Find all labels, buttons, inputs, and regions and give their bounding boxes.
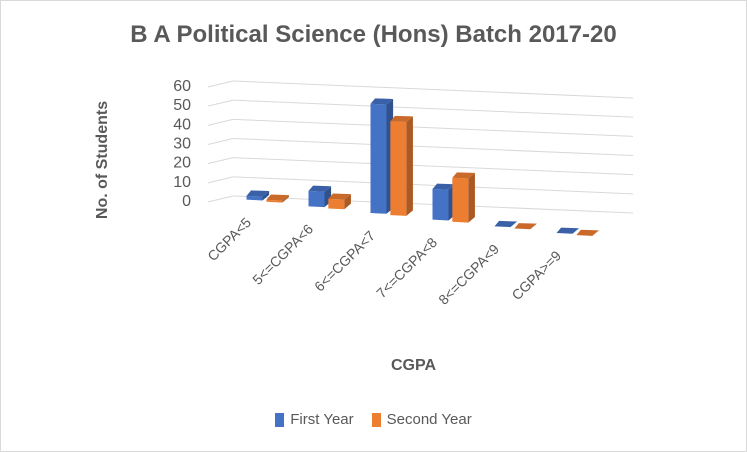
- bar-front-1-2: [390, 121, 407, 216]
- gridline: [232, 118, 634, 137]
- gridline: [232, 138, 634, 156]
- bar-front-1-0: [266, 199, 283, 203]
- bar-top-0-0: [246, 190, 270, 197]
- y-tick-label: 50: [173, 97, 191, 114]
- bar-front-1-3: [452, 177, 469, 223]
- bar-front-0-3: [432, 189, 449, 221]
- x-tick-label: 7<=CGPA<8: [373, 234, 440, 301]
- gridline: [232, 176, 634, 195]
- bar-top-0-5: [556, 227, 580, 234]
- bar-top-1-4: [514, 223, 537, 230]
- gridline-side: [207, 99, 234, 107]
- bar-front-1-1: [328, 198, 345, 210]
- legend-swatch-second-year: [371, 412, 381, 427]
- y-tick-label: 60: [173, 78, 191, 95]
- bar-top-0-3: [432, 183, 456, 190]
- gridline: [232, 99, 634, 118]
- gridline-side: [207, 138, 234, 145]
- legend-item-first-year: First Year: [275, 411, 354, 428]
- bar-front-0-1: [308, 191, 325, 208]
- y-tick-label: 10: [173, 174, 191, 191]
- bar-top-1-1: [328, 193, 351, 200]
- x-tick-label: CGPA>=9: [508, 247, 564, 303]
- bar-top-1-0: [266, 194, 289, 201]
- bar-top-1-2: [390, 115, 413, 123]
- bar-side-1-2: [406, 116, 413, 216]
- gridline-side: [207, 118, 234, 126]
- bar-top-1-5: [576, 229, 599, 236]
- y-tick-label: 40: [173, 116, 191, 133]
- bar-side-1-0: [282, 195, 289, 203]
- bar-front-0-2: [370, 103, 387, 214]
- legend-swatch-first-year: [275, 412, 285, 427]
- y-tick-label: 0: [182, 193, 191, 210]
- x-tick-label: 5<=CGPA<6: [249, 221, 316, 288]
- bar-top-0-4: [494, 220, 518, 228]
- gridline-side: [207, 176, 234, 184]
- bar-front-0-0: [246, 195, 263, 201]
- gridline: [232, 157, 634, 176]
- x-tick-label: 6<=CGPA<7: [311, 227, 378, 294]
- bar-side-0-0: [262, 191, 270, 201]
- bar-top-0-1: [308, 185, 332, 192]
- x-axis-label: CGPA: [390, 357, 437, 374]
- gridline: [232, 80, 634, 99]
- legend: First Year Second Year: [1, 411, 746, 428]
- bar-top-1-3: [452, 172, 475, 179]
- bar-side-1-1: [344, 194, 351, 210]
- y-tick-label: 30: [173, 136, 191, 153]
- y-tick-label: 20: [173, 155, 191, 172]
- x-tick-label: 8<=CGPA<9: [435, 241, 502, 308]
- chart-title: B A Political Science (Hons) Batch 2017-…: [130, 21, 617, 48]
- x-tick-label: CGPA<5: [204, 214, 254, 264]
- legend-label-second-year: Second Year: [386, 411, 472, 428]
- legend-item-second-year: Second Year: [371, 411, 472, 428]
- legend-label-first-year: First Year: [290, 411, 354, 428]
- gridline-side: [207, 195, 234, 203]
- gridline-side: [207, 157, 234, 165]
- gridline-side: [207, 80, 234, 88]
- bar-side-1-3: [468, 172, 475, 223]
- bar-top-0-2: [370, 98, 394, 105]
